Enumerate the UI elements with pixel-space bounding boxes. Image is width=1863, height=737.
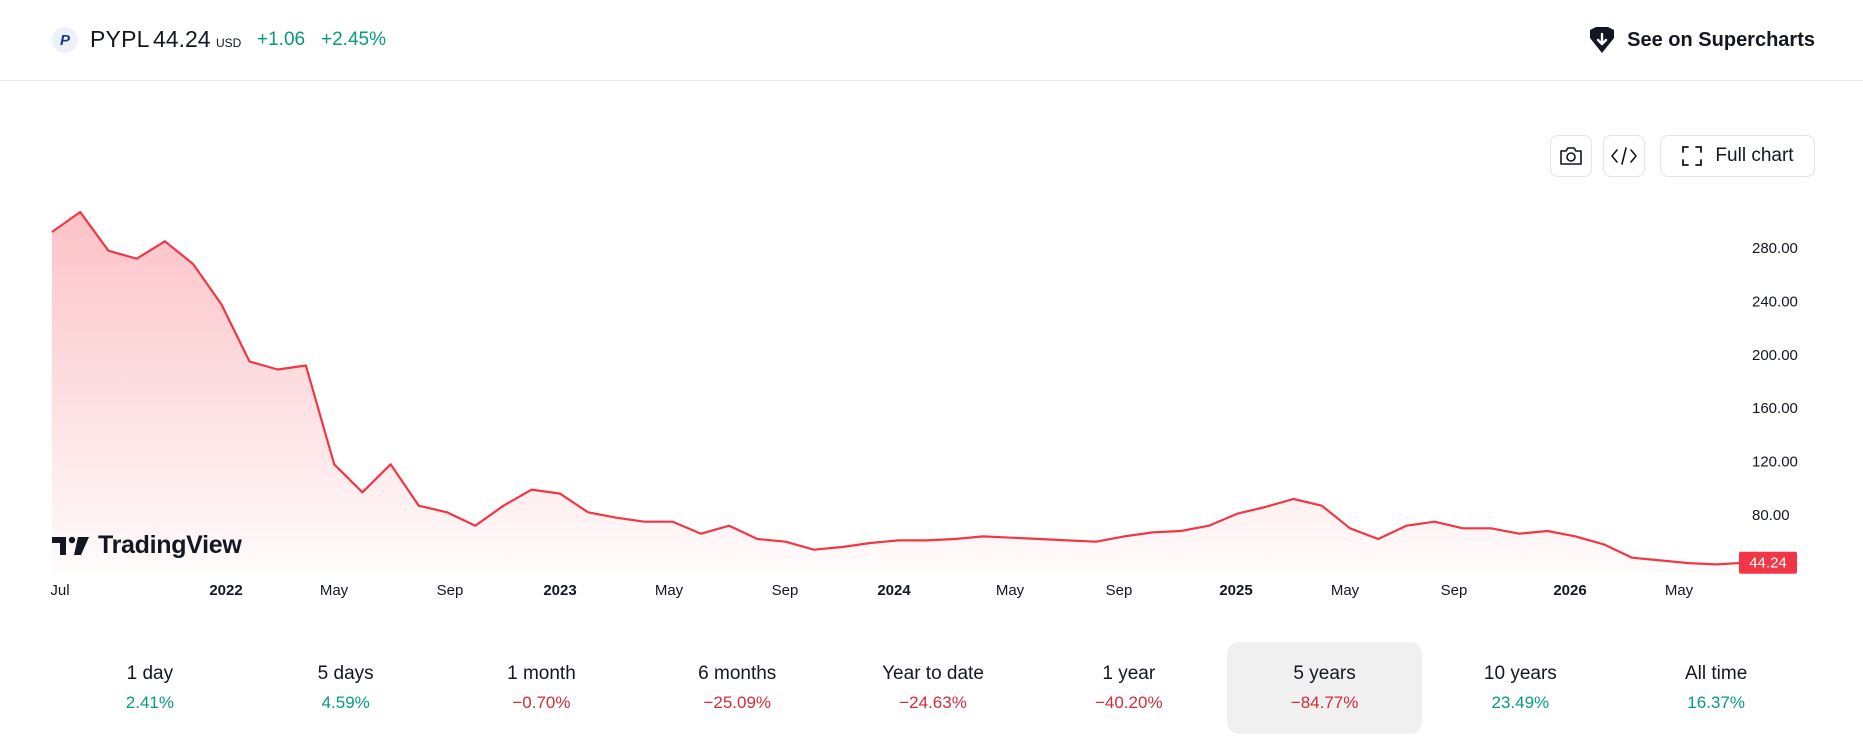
full-chart-button[interactable]: Full chart [1660,135,1815,177]
x-tick-label: May [320,582,349,599]
fullscreen-icon [1682,146,1703,166]
last-price: 44.24 [153,26,211,52]
period-tab[interactable]: 6 months −25.09% [639,642,835,734]
y-axis: 280.00 240.00 200.00 160.00 120.00 80.00 [1752,240,1798,524]
period-change: −0.70% [512,693,571,712]
period-tab[interactable]: 5 years −84.77% [1226,642,1423,734]
x-tick-label: May [996,582,1025,599]
symbol-header: P PYPL 44.24 USD +1.06 +2.45% See on Sup… [0,0,1863,81]
period-label: 1 year [1102,663,1156,684]
period-tab[interactable]: 5 days 4.59% [248,642,444,734]
x-tick-label: Sep [1441,582,1468,599]
camera-icon [1560,147,1582,165]
period-tab[interactable]: 1 year −40.20% [1031,642,1227,734]
period-change: −84.77% [1290,693,1359,712]
x-tick-label: Sep [772,582,799,599]
code-icon [1611,147,1637,165]
x-tick-label: 2026 [1553,582,1586,599]
period-change: 16.37% [1687,693,1745,712]
period-label: Year to date [882,663,984,684]
x-tick-label: 2024 [877,582,911,599]
y-tick-label: 80.00 [1752,507,1790,524]
y-tick-label: 160.00 [1752,400,1798,417]
period-tab[interactable]: 1 month −0.70% [444,642,640,734]
period-change: −40.20% [1095,693,1163,712]
paypal-logo-icon: P [52,27,78,53]
tradingview-mark-icon [52,536,89,555]
period-label: 5 days [317,663,374,684]
y-tick-label: 200.00 [1752,347,1798,364]
period-label: 1 month [507,663,576,684]
price-area-fill [52,212,1745,572]
period-selector: 1 day 2.41% 5 days 4.59% 1 month −0.70% 6 mont… [52,642,1814,734]
period-change: 2.41% [125,693,174,712]
logo-letter: P [59,31,70,49]
symbol-ticker[interactable]: PYPL [90,26,150,52]
x-tick-label: Sep [1106,582,1133,599]
x-tick-label: May [655,582,684,599]
period-label: All time [1684,663,1748,684]
x-tick-label: May [1331,582,1360,599]
period-tab[interactable]: 1 day 2.41% [52,642,248,734]
period-change: −24.63% [899,693,967,712]
x-tick-label: 2022 [209,582,242,599]
x-tick-label: 2025 [1219,582,1252,599]
x-tick-label: Jul [50,582,69,599]
period-change: 23.49% [1491,693,1550,712]
period-label: 1 day [126,663,174,684]
snapshot-button[interactable] [1550,135,1592,177]
price-chart[interactable]: 280.00 240.00 200.00 160.00 120.00 80.00 44.2… [0,190,1863,610]
period-label: 10 years [1483,663,1557,684]
last-price-tag: 44.24 [1739,551,1797,574]
y-tick-label: 120.00 [1752,454,1798,471]
price-change-percent: +2.45% [321,29,386,50]
see-on-supercharts-label: See on Supercharts [1627,28,1815,51]
period-label: 5 years [1293,663,1356,684]
period-label: 6 months [698,663,777,684]
x-tick-label: May [1665,582,1694,599]
period-tab[interactable]: 10 years 23.49% [1422,642,1618,734]
period-change: −25.09% [703,693,772,712]
period-change: 4.59% [321,693,370,712]
price-line [51,210,1746,566]
price-change: +1.06 [257,29,306,50]
y-tick-label: 280.00 [1752,240,1798,257]
embed-code-button[interactable] [1603,135,1645,177]
x-axis: Jul 2022 May Sep 2023 May Sep 2024 May Sep 2025 May… [50,582,1693,599]
period-tab[interactable]: Year to date −24.63% [835,642,1031,734]
tradingview-wordmark: TradingView [98,531,242,559]
see-on-supercharts-link[interactable]: See on Supercharts [1587,26,1815,54]
x-tick-label: 2023 [543,582,576,599]
currency-label: USD [216,36,242,50]
y-tick-label: 240.00 [1752,293,1798,310]
last-price-tag-text: 44.24 [1749,555,1787,572]
full-chart-label: Full chart [1715,145,1794,166]
period-tab[interactable]: All time 16.37% [1618,642,1814,734]
supercharts-icon [1590,27,1615,53]
x-tick-label: Sep [437,582,464,599]
tradingview-logo[interactable]: TradingView [52,531,242,560]
